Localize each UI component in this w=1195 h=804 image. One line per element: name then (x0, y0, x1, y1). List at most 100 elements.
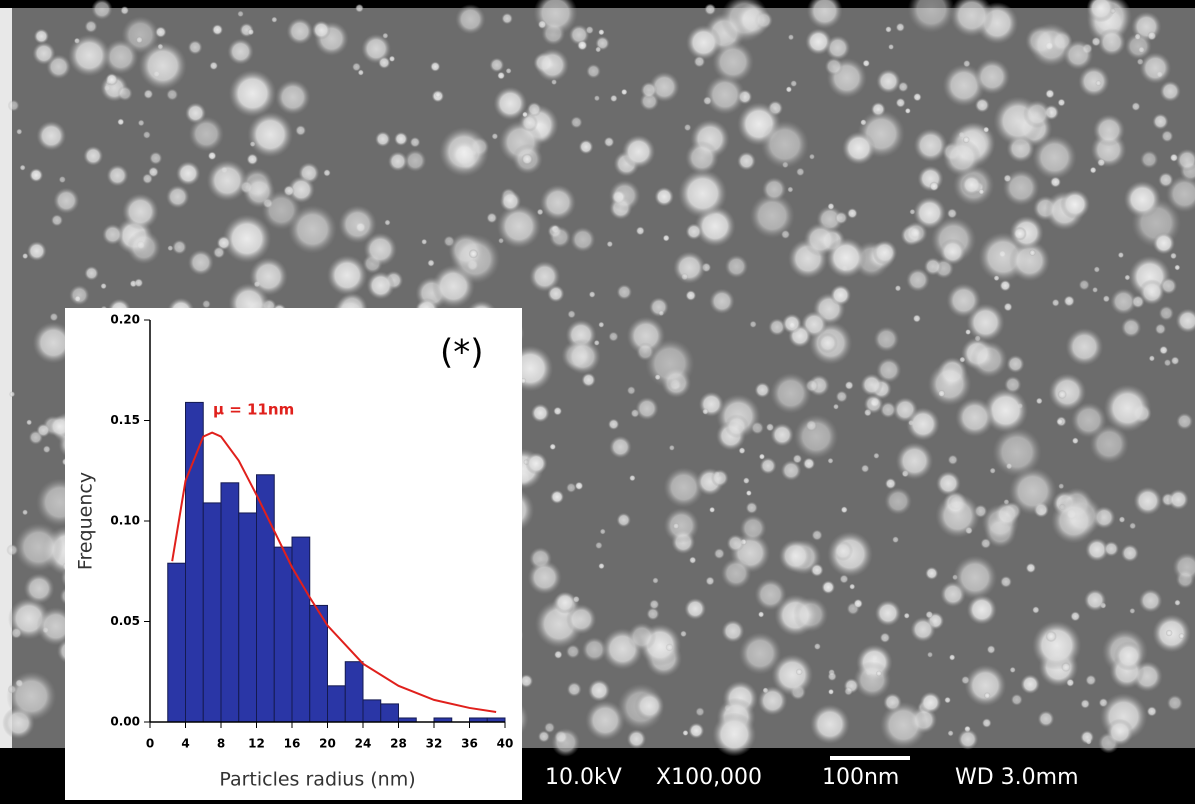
particle (827, 202, 835, 210)
particle (603, 136, 615, 148)
particle (36, 120, 67, 151)
particle (593, 95, 600, 102)
particle (570, 226, 596, 253)
particle (1057, 98, 1066, 107)
particle (635, 396, 659, 421)
particle (1125, 32, 1152, 60)
particle (587, 679, 611, 702)
particle (554, 650, 563, 659)
fit-curve (171, 431, 497, 713)
particle (430, 61, 441, 72)
particle (1160, 277, 1178, 295)
particle (586, 63, 601, 79)
particle (1066, 678, 1075, 687)
particle (501, 12, 513, 25)
particle (29, 168, 44, 183)
particle (526, 101, 542, 117)
particle (1161, 130, 1174, 143)
x-axis-label: Particles radius (nm) (219, 769, 415, 791)
particle (1002, 169, 1040, 206)
particle (1060, 189, 1090, 220)
x-tick-label: 24 (355, 737, 372, 751)
particle (649, 599, 660, 610)
particle (1003, 174, 1012, 183)
particle (1051, 498, 1097, 544)
particle (69, 284, 90, 306)
particle (1165, 175, 1195, 213)
particle (1146, 706, 1157, 717)
particle (925, 610, 934, 619)
particle (1120, 317, 1142, 338)
particle (1139, 52, 1172, 84)
particle (520, 114, 539, 132)
particle (929, 181, 939, 192)
particle (635, 226, 645, 236)
particle (1013, 226, 1027, 241)
particle (1097, 28, 1126, 57)
particle (536, 208, 544, 216)
particle (578, 139, 594, 155)
particle (923, 257, 943, 276)
particle (1158, 305, 1174, 321)
particle (685, 290, 697, 301)
particle (581, 372, 596, 388)
particle (388, 55, 396, 62)
particle (585, 700, 626, 741)
particle (275, 79, 311, 115)
particle (142, 173, 153, 185)
particle (172, 239, 187, 255)
x-tick-label: 28 (390, 737, 407, 751)
particle (1045, 630, 1057, 643)
particle (103, 39, 139, 75)
particle (384, 219, 391, 226)
particle (710, 469, 729, 487)
particle (16, 128, 23, 135)
particle (439, 126, 489, 177)
particle (817, 332, 838, 354)
particle (1175, 148, 1195, 172)
particle (1148, 355, 1156, 362)
particle (247, 111, 294, 158)
particle (574, 481, 584, 491)
particle (875, 670, 882, 677)
particle (962, 136, 970, 144)
particle (810, 563, 824, 577)
particle (1025, 562, 1036, 574)
particle (237, 10, 244, 18)
particle (498, 237, 505, 244)
particle (796, 167, 805, 177)
particle (895, 97, 906, 108)
particle (1000, 575, 1012, 588)
particle (652, 577, 659, 584)
particle (802, 457, 816, 470)
particle (1170, 356, 1180, 366)
particle (948, 654, 956, 661)
particle (106, 164, 129, 187)
particle (749, 320, 757, 328)
particle (966, 594, 997, 625)
particle (212, 246, 226, 259)
particle (544, 722, 556, 734)
particle (455, 4, 486, 35)
particle (540, 184, 577, 221)
particle (980, 538, 992, 549)
particle (720, 557, 752, 589)
particle (409, 136, 421, 148)
particle (894, 285, 902, 292)
particle (665, 643, 674, 652)
particle (550, 489, 565, 504)
particle (626, 386, 636, 395)
particle (323, 169, 331, 177)
particle (338, 205, 377, 244)
particle (876, 69, 901, 94)
particle (724, 414, 749, 439)
particle (1032, 620, 1082, 671)
particle (1174, 264, 1181, 271)
particle (247, 28, 255, 36)
particle (53, 187, 80, 214)
particle (872, 240, 898, 266)
particle (32, 41, 56, 65)
x-tick-label: 16 (284, 737, 301, 751)
particle (83, 145, 104, 166)
particle (535, 48, 569, 82)
